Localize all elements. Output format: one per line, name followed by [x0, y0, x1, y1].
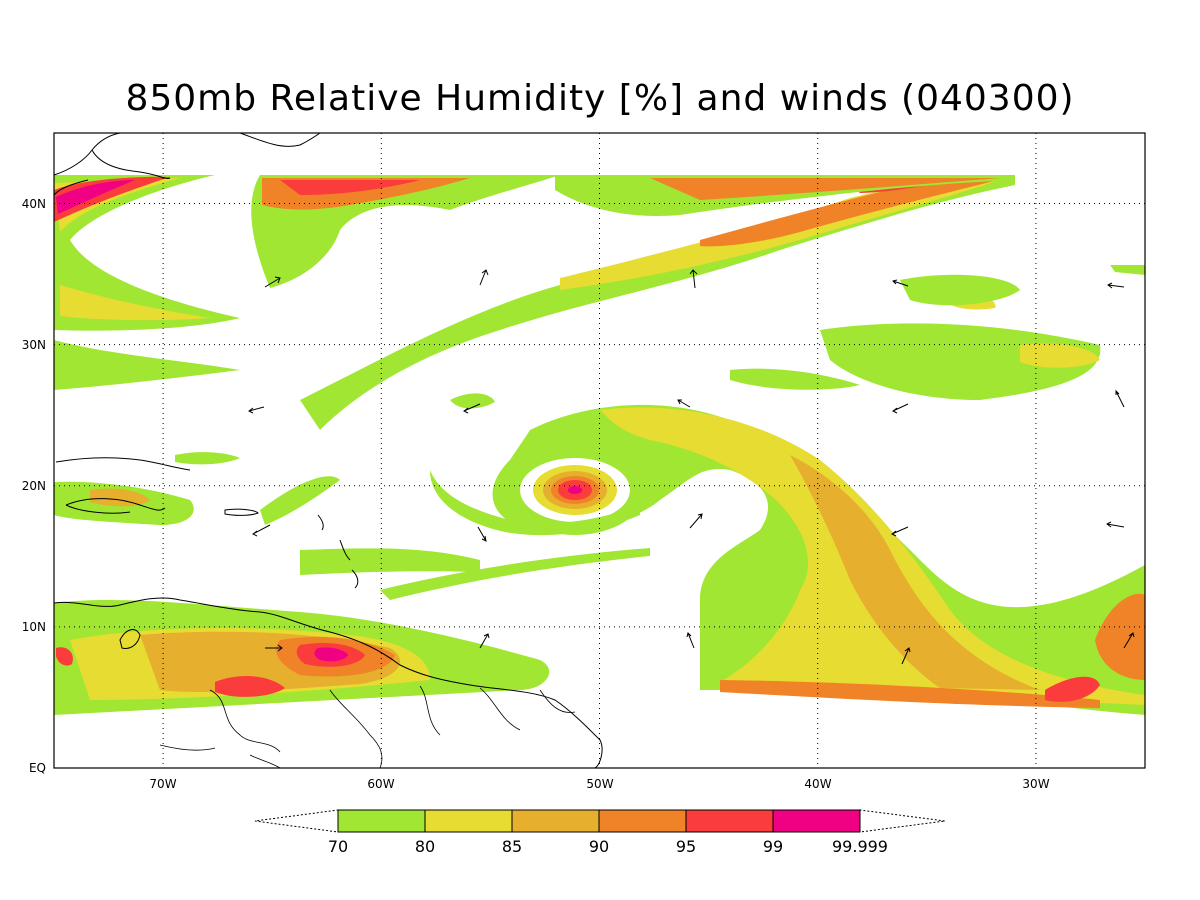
wind-arrow: [463, 403, 481, 414]
coastlines: [53, 132, 603, 769]
lon-tick-label: 30W: [1022, 777, 1049, 791]
rh-region-east-edge-90: [1095, 593, 1145, 680]
rh-region-northwest-99: [56, 180, 135, 214]
wind-vectors: [248, 269, 1135, 665]
lon-tick-label: 40W: [804, 777, 831, 791]
wind-arrow: [479, 269, 489, 286]
rh-region-west-30n: [54, 340, 240, 390]
colorbar-right-extension: [859, 809, 946, 833]
lat-tick-label: 10N: [22, 620, 46, 634]
coastline-cuba: [55, 457, 191, 471]
colorbar: 70 80 85 90 95 99 99.999: [254, 809, 946, 856]
plot-frame: [53, 132, 1146, 769]
colorbar-level-label: 99.999: [832, 837, 888, 856]
wind-arrow: [686, 632, 695, 649]
rh-region-cuba: [175, 452, 240, 465]
colorbar-level-label: 70: [328, 837, 348, 856]
colorbar-swatch: [598, 809, 687, 833]
latitude-labels: EQ 10N 20N 30N 40N: [22, 197, 46, 775]
wind-arrow: [1107, 282, 1125, 289]
coastline-canada: [239, 132, 321, 147]
colorbar-level-label: 80: [415, 837, 435, 856]
rh-region-mid-patch: [450, 368, 860, 409]
rh-region-east-95: [1045, 676, 1100, 702]
lat-tick-label: EQ: [29, 761, 46, 775]
rh-region-hispaniola-85: [90, 488, 150, 507]
wind-arrow: [479, 633, 490, 649]
rh-region-spiral-85: [790, 455, 1040, 690]
colorbar-swatch: [511, 809, 600, 833]
coastline-interior-lake: [119, 629, 141, 649]
wind-arrow: [252, 524, 271, 537]
colorbar-level-label: 85: [502, 837, 522, 856]
rh-region-caribbean-south-99: [314, 647, 348, 662]
rh-region-east-ne: [900, 265, 1145, 306]
wind-arrow: [901, 647, 911, 665]
colorbar-swatch: [337, 809, 426, 833]
lon-tick-label: 50W: [586, 777, 613, 791]
rh-region-north-curl-95: [280, 180, 420, 195]
rh-region-upper-band-90: [650, 178, 1000, 200]
rh-region-venezuela-95: [215, 676, 285, 697]
lat-tick-label: 40N: [22, 197, 46, 211]
wind-arrow: [689, 513, 703, 529]
rh-region-west-95: [56, 647, 73, 666]
colorbar-level-label: 90: [589, 837, 609, 856]
colorbar-left-extension: [254, 809, 339, 833]
humidity-fields: [54, 175, 1145, 715]
wind-arrow: [677, 399, 691, 408]
wind-arrow: [689, 269, 698, 289]
coastline-puerto-rico: [224, 508, 259, 516]
rh-region-diagonal-90: [700, 176, 1010, 247]
wind-arrow: [1123, 632, 1135, 649]
coastline-hispaniola: [65, 498, 166, 514]
rh-region-east-30n: [820, 323, 1101, 400]
coastline-antilles: [317, 514, 359, 589]
longitude-labels: 70W 60W 50W 40W 30W: [149, 777, 1049, 791]
rh-region-spiral-arm-west: [430, 470, 640, 536]
colorbar-swatch: [772, 809, 861, 833]
lon-tick-label: 60W: [367, 777, 394, 791]
rh-region-northwest-band: [54, 175, 240, 331]
coastline-south-america: [53, 597, 603, 769]
lat-tick-label: 30N: [22, 338, 46, 352]
wind-arrow: [1106, 521, 1125, 528]
coastline-borders: [159, 685, 576, 769]
wind-arrow: [265, 644, 283, 652]
colorbar-level-label: 95: [676, 837, 696, 856]
lon-tick-label: 70W: [149, 777, 176, 791]
lat-tick-label: 20N: [22, 479, 46, 493]
rh-region-arm-antilles: [260, 476, 340, 525]
rh-region-spiral-90: [720, 680, 1100, 708]
rh-region-core-99: [568, 486, 582, 494]
coastline-north-america: [53, 132, 171, 196]
wind-arrow: [477, 526, 487, 542]
rh-region-arm-south: [300, 548, 650, 600]
wind-arrow: [1115, 389, 1125, 408]
rh-region-diagonal-band: [300, 175, 1015, 430]
colorbar-level-label: 99: [763, 837, 783, 856]
wind-arrow: [892, 279, 909, 287]
colorbar-swatch: [424, 809, 513, 833]
wind-arrow: [264, 276, 281, 288]
map-grid: [54, 133, 1145, 768]
wind-arrow: [891, 526, 909, 537]
map-title: 850mb Relative Humidity [%] and winds (0…: [125, 78, 1075, 119]
rh-region-east-30n-80: [940, 293, 1100, 368]
wind-arrow: [248, 406, 265, 414]
wind-arrow: [892, 403, 909, 414]
colorbar-swatch: [685, 809, 774, 833]
